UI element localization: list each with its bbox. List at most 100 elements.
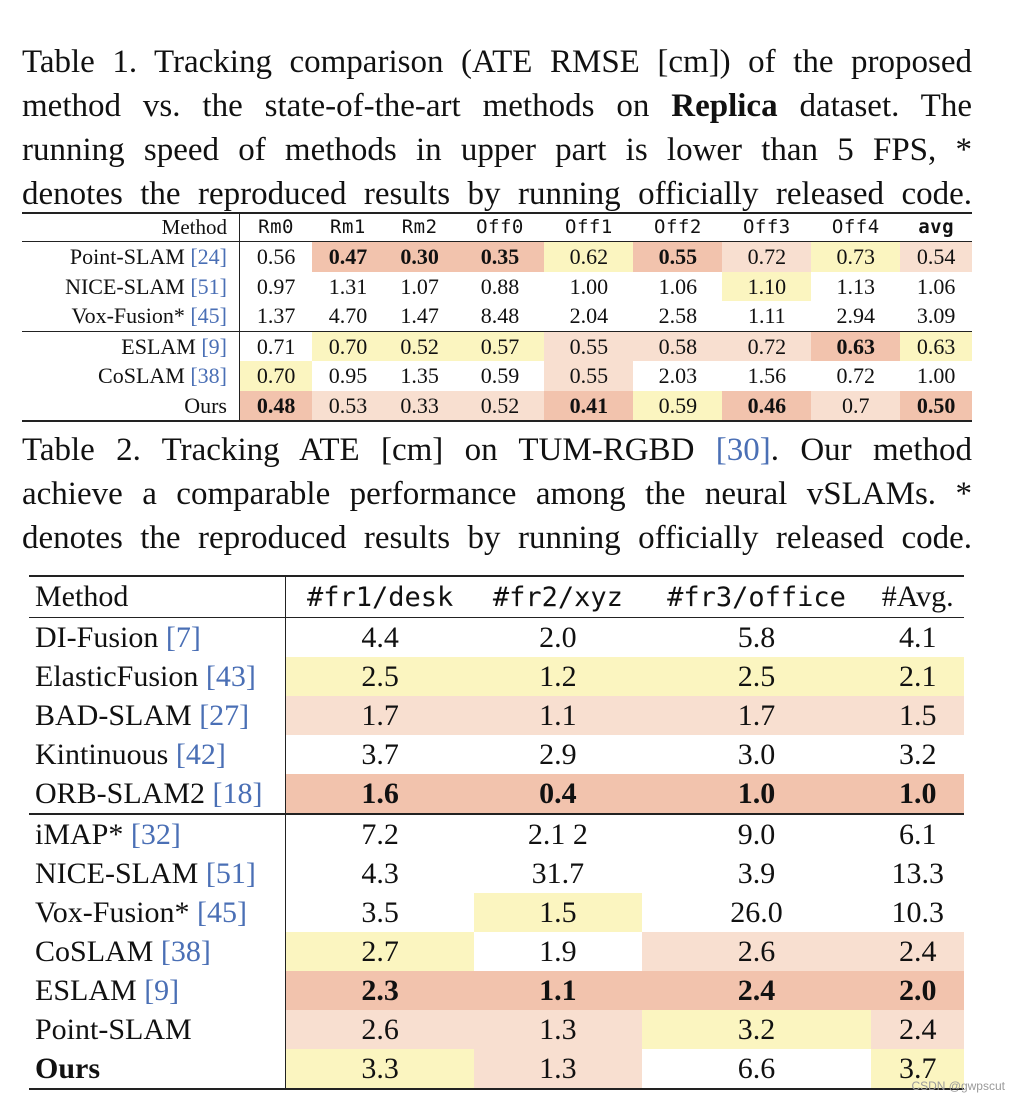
table-row: ESLAM [9] 2.3 1.1 2.4 2.0: [29, 971, 964, 1010]
value-cell: 1.9: [539, 934, 577, 968]
header-method: Method: [29, 575, 286, 618]
value-cell: 0.48: [239, 390, 313, 422]
value-cell: 0.47: [312, 241, 384, 272]
value-cell: 1.47: [400, 303, 439, 329]
value-cell: 2.0: [871, 971, 964, 1010]
value-cell: 1.0: [871, 774, 964, 814]
value-cell: 1.56: [747, 363, 787, 389]
value-cell: 2.4: [641, 971, 872, 1010]
value-cell: 0.63: [811, 330, 901, 361]
citation-ref: [43]: [205, 659, 256, 693]
table-row: CoSLAM [38] 0.70 0.95 1.35 0.59 0.55 2.03 1.56 0…: [22, 361, 972, 391]
value-cell: 1.06: [916, 273, 956, 299]
value-cell: 2.04: [569, 303, 609, 329]
value-cell: 2.5: [641, 657, 872, 696]
table1: Method Rm0 Rm1 Rm2 Off0 Off1 Off2 Off3 Off4 avg Po…: [22, 212, 972, 422]
header-off4: Off4: [811, 212, 901, 242]
value-cell: 0.41: [544, 390, 634, 422]
table-row: Vox-Fusion* [45] 1.37 4.70 1.47 8.48 2.04 2.58…: [22, 301, 972, 331]
value-cell: 6.1: [871, 813, 964, 854]
method-name: iMAP* [32]: [29, 813, 286, 854]
header-method: Method: [22, 212, 240, 242]
value-cell: 0.88: [480, 273, 520, 299]
method-name: DI-Fusion [7]: [29, 617, 286, 657]
header-fr1desk: #fr1/desk: [285, 575, 475, 618]
header-fr2xyz: #fr2/xyz: [474, 575, 642, 618]
value-cell: 2.6: [641, 932, 872, 971]
value-cell: 31.7: [531, 856, 585, 890]
value-cell: 0.54: [900, 241, 972, 272]
value-cell: 1.7: [285, 696, 475, 735]
header-avg: #Avg.: [871, 575, 964, 618]
method-name: Point-SLAM: [29, 1010, 286, 1049]
header-off1: Off1: [544, 212, 634, 242]
citation-ref: [32]: [130, 817, 181, 851]
method-name: Kintinuous [42]: [29, 735, 286, 774]
method-name: Ours: [29, 1049, 286, 1090]
value-cell: 2.4: [871, 1010, 964, 1049]
value-cell: 0.72: [836, 363, 876, 389]
method-name: Vox-Fusion* [45]: [29, 893, 286, 932]
value-cell: 13.3: [891, 856, 944, 890]
value-cell: 0.95: [328, 363, 368, 389]
value-cell: 9.0: [641, 813, 872, 854]
table-row: Ours 0.48 0.53 0.33 0.52 0.41 0.59 0.46 0.7 0.50: [22, 390, 972, 422]
citation-ref: [42]: [175, 737, 226, 771]
value-cell: 3.7: [871, 1049, 964, 1090]
value-cell: 1.35: [400, 363, 439, 389]
value-cell: 4.3: [361, 856, 399, 890]
value-cell: 6.6: [641, 1049, 872, 1090]
value-cell: 0.73: [811, 241, 901, 272]
value-cell: 0.62: [544, 241, 634, 272]
citation-ref: [45]: [196, 895, 247, 929]
value-cell: 1.3: [474, 1010, 642, 1049]
value-cell: 2.94: [836, 303, 876, 329]
table-row: ESLAM [9] 0.71 0.70 0.52 0.57 0.55 0.58 0.72 0.6…: [22, 330, 972, 361]
method-name: ESLAM [9]: [22, 330, 240, 361]
header-off3: Off3: [722, 212, 812, 242]
value-cell: 0.58: [633, 330, 723, 361]
value-cell: 0.30: [383, 241, 456, 272]
table1-caption: Table 1. Tracking comparison (ATE RMSE […: [22, 40, 972, 216]
value-cell: 1.10: [722, 271, 812, 301]
value-cell: 1.6: [285, 774, 475, 814]
value-cell: 2.1 2: [474, 813, 642, 854]
table-row: Point-SLAM 2.6 1.3 3.2 2.4: [29, 1010, 964, 1049]
value-cell: 0.72: [722, 241, 812, 272]
method-name: NICE-SLAM [51]: [29, 854, 286, 893]
table-row: Ours 3.3 1.3 6.6 3.7: [29, 1049, 964, 1090]
table-row: Point-SLAM [24] 0.56 0.47 0.30 0.35 0.62 0.55 0…: [22, 241, 972, 272]
value-cell: 3.3: [285, 1049, 475, 1090]
value-cell: 0.33: [383, 390, 456, 422]
value-cell: 0.55: [544, 330, 634, 361]
method-name: ORB-SLAM2 [18]: [29, 774, 286, 814]
citation-ref: [24]: [190, 244, 227, 270]
value-cell: 0.53: [312, 390, 384, 422]
header-avg: avg: [900, 212, 972, 242]
method-name: Ours: [22, 390, 240, 422]
value-cell: 4.1: [898, 620, 937, 654]
caption-line: Table 2. Tracking ATE [cm] on TUM-RGBD […: [22, 432, 972, 468]
method-name: CoSLAM [38]: [29, 932, 286, 971]
value-cell: 0.52: [383, 330, 456, 361]
table2: Method #fr1/desk #fr2/xyz #fr3/office #Avg. D…: [29, 575, 964, 1090]
method-name: ElasticFusion [43]: [29, 657, 286, 696]
value-cell: 0.63: [900, 330, 972, 361]
value-cell: 2.03: [658, 363, 698, 389]
dataset-name: Replica: [671, 88, 778, 124]
value-cell: 4.4: [361, 620, 399, 654]
value-cell: 1.1: [474, 971, 642, 1010]
value-cell: 1.13: [836, 273, 876, 299]
header-off0: Off0: [455, 212, 545, 242]
method-name: CoSLAM [38]: [22, 361, 240, 391]
value-cell: 1.5: [871, 696, 964, 735]
table-row: NICE-SLAM [51] 0.97 1.31 1.07 0.88 1.00 1.06 1.…: [22, 271, 972, 301]
value-cell: 1.1: [474, 696, 642, 735]
value-cell: 2.58: [658, 303, 698, 329]
value-cell: 0.35: [455, 241, 545, 272]
header-off2: Off2: [633, 212, 723, 242]
citation-ref: [18]: [212, 776, 263, 810]
value-cell: 1.3: [474, 1049, 642, 1090]
value-cell: 2.4: [871, 932, 964, 971]
citation-ref: [7]: [165, 620, 201, 654]
